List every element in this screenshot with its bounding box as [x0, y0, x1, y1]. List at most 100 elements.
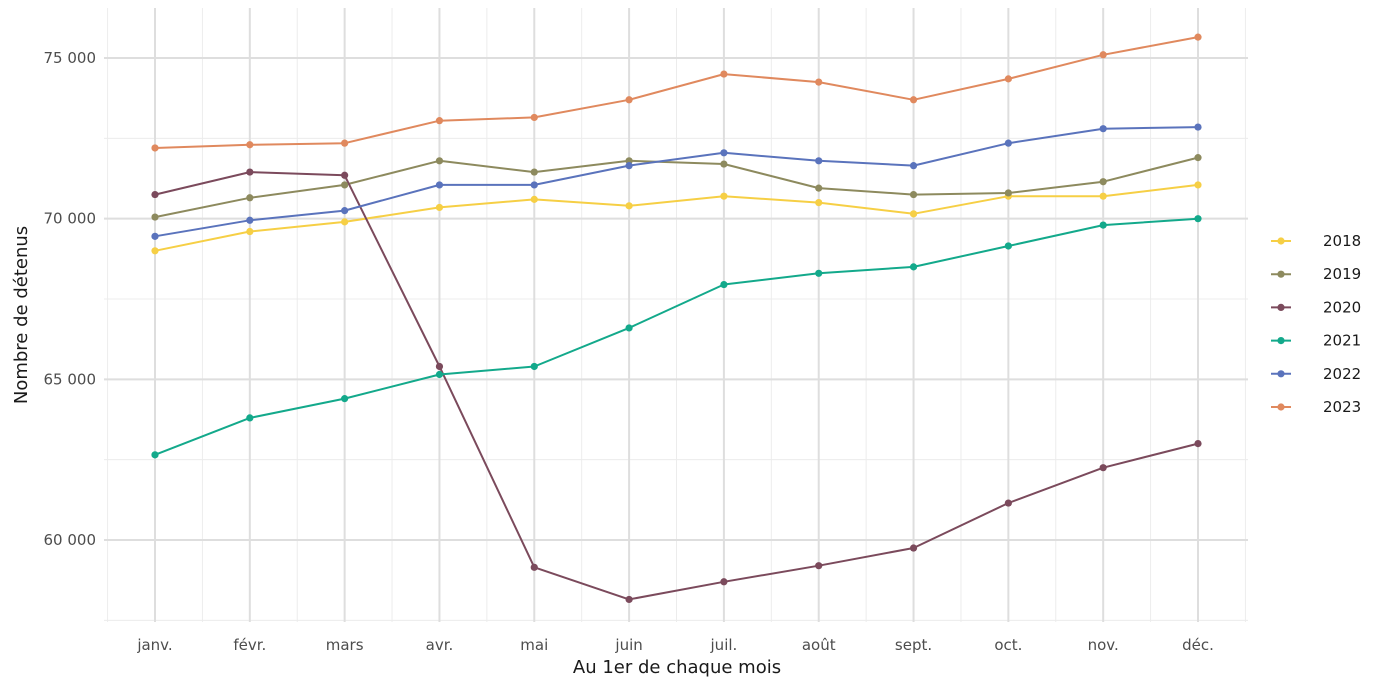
data-point-2019 — [1194, 154, 1202, 162]
series-line-2020 — [154, 171, 1199, 601]
legend-key-point — [1277, 337, 1285, 345]
x-tick-label: avr. — [426, 636, 454, 654]
x-tick-label: oct. — [994, 636, 1022, 654]
data-point-2020 — [909, 544, 918, 552]
series-lines — [151, 33, 1202, 604]
legend-label-2021: 2021 — [1323, 332, 1361, 350]
x-tick-label: août — [802, 636, 836, 654]
legend-label-2019: 2019 — [1323, 265, 1361, 283]
legend-key-point — [1277, 270, 1285, 278]
data-point-2022 — [625, 162, 633, 170]
y-tick-label: 70 000 — [44, 210, 97, 228]
data-point-2019 — [435, 157, 444, 165]
y-tick-label: 65 000 — [44, 370, 97, 388]
legend-label-2020: 2020 — [1323, 298, 1361, 316]
data-point-2021 — [341, 395, 349, 403]
series-line-2023 — [154, 36, 1199, 149]
data-point-2022 — [1004, 139, 1012, 147]
data-point-2022 — [720, 149, 728, 157]
data-point-2018 — [530, 195, 538, 203]
data-point-2019 — [246, 194, 254, 202]
y-tick-label: 60 000 — [44, 531, 97, 549]
series-line-2022 — [154, 126, 1199, 238]
x-axis: janv. févr. mars avr. mai juin juil. août sept. o… — [136, 636, 1214, 654]
data-point-2019 — [1099, 178, 1107, 186]
data-point-2021 — [720, 280, 728, 289]
data-point-2020 — [151, 190, 159, 199]
data-point-2019 — [151, 213, 159, 221]
x-tick-label: févr. — [233, 636, 266, 654]
data-point-2022 — [1194, 123, 1202, 131]
major-gridlines — [104, 8, 1248, 622]
data-point-2018 — [1194, 181, 1202, 189]
data-point-2022 — [151, 232, 159, 240]
data-point-2023 — [1194, 33, 1202, 41]
data-point-2018 — [151, 247, 159, 255]
data-point-2019 — [815, 184, 823, 192]
data-point-2023 — [625, 96, 633, 104]
data-point-2018 — [435, 203, 444, 212]
data-point-2023 — [1004, 75, 1012, 83]
data-point-2023 — [909, 96, 918, 104]
x-tick-label: sept. — [895, 636, 932, 654]
data-point-2020 — [1004, 499, 1012, 507]
x-tick-label: juil. — [710, 636, 738, 654]
data-point-2018 — [815, 199, 823, 207]
data-point-2022 — [815, 157, 823, 165]
x-axis-title: Au 1er de chaque mois — [573, 657, 781, 678]
data-point-2022 — [246, 216, 254, 224]
legend-key-point — [1277, 370, 1285, 378]
y-tick-label: 75 000 — [44, 49, 97, 67]
series-line-2019 — [154, 156, 1199, 219]
data-point-2018 — [909, 210, 918, 218]
legend-label-2018: 2018 — [1323, 232, 1361, 250]
legend-key-point — [1277, 237, 1285, 245]
data-point-2021 — [530, 362, 538, 371]
data-point-2018 — [720, 192, 728, 200]
data-point-2023 — [720, 70, 728, 78]
legend-key-point — [1277, 303, 1285, 311]
data-point-2019 — [1004, 189, 1012, 197]
data-point-2022 — [909, 162, 918, 170]
legend-label-2022: 2022 — [1323, 365, 1361, 383]
data-point-2022 — [341, 207, 349, 215]
data-point-2018 — [246, 227, 254, 236]
data-point-2020 — [1099, 464, 1107, 472]
series-line-2018 — [154, 183, 1199, 252]
data-point-2019 — [341, 181, 349, 189]
data-point-2018 — [341, 218, 349, 226]
x-tick-label: juin — [614, 636, 642, 654]
legend: 2018 2019 2020 2021 2022 2023 — [1271, 232, 1361, 416]
data-point-2023 — [530, 113, 538, 122]
y-axis: 60 000 65 000 70 000 75 000 — [44, 49, 97, 549]
x-tick-label: janv. — [136, 636, 172, 654]
data-point-2021 — [1194, 215, 1202, 223]
data-point-2021 — [815, 269, 823, 277]
data-point-2019 — [909, 190, 918, 199]
data-point-2020 — [341, 171, 349, 179]
series-line-2021 — [154, 217, 1199, 456]
x-tick-label: déc. — [1182, 636, 1214, 654]
data-point-2018 — [1099, 192, 1107, 200]
data-point-2022 — [1099, 125, 1107, 133]
data-point-2023 — [1099, 51, 1107, 59]
data-point-2020 — [720, 578, 728, 586]
x-tick-label: mai — [520, 636, 548, 654]
data-point-2020 — [625, 595, 633, 604]
data-point-2020 — [246, 168, 254, 176]
data-point-2019 — [530, 168, 538, 176]
data-point-2023 — [151, 144, 159, 152]
x-tick-label: mars — [326, 636, 364, 654]
data-point-2022 — [435, 181, 444, 189]
data-point-2020 — [435, 362, 444, 371]
data-point-2021 — [246, 414, 254, 422]
data-point-2022 — [530, 181, 538, 189]
data-point-2021 — [625, 324, 633, 332]
data-point-2020 — [815, 562, 823, 570]
data-point-2021 — [435, 370, 444, 379]
data-point-2023 — [815, 78, 823, 86]
legend-key-point — [1277, 403, 1285, 411]
data-point-2020 — [1194, 440, 1202, 448]
